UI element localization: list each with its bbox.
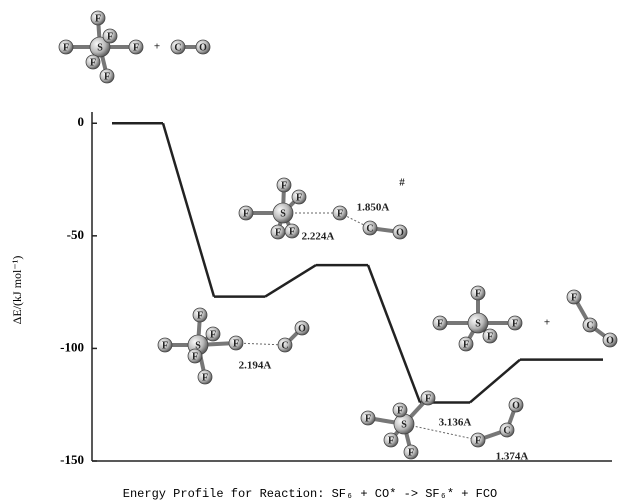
connector	[470, 360, 520, 403]
atom-label: O	[298, 323, 306, 334]
atom-label: C	[366, 223, 373, 234]
atom-label: F	[243, 208, 249, 219]
atom-label: F	[192, 351, 198, 362]
atom-label: F	[512, 318, 518, 329]
atom-label: O	[606, 335, 614, 346]
atom-label: F	[210, 329, 216, 340]
annotation: 3.136A	[439, 417, 472, 429]
atom-label: F	[133, 42, 139, 53]
atom-label: F	[202, 372, 208, 383]
atom-label: S	[475, 318, 481, 329]
atom-label: F	[90, 57, 96, 68]
atom-label: F	[107, 31, 113, 42]
annotation: 2.224A	[302, 231, 335, 243]
atom-label: F	[365, 413, 371, 424]
atom-label: O	[512, 400, 520, 411]
atom-label: F	[571, 292, 577, 303]
atom-label: F	[397, 405, 403, 416]
annotation: 2.194A	[239, 360, 272, 372]
atom-label: F	[63, 42, 69, 53]
connector	[368, 265, 420, 402]
atom-label: F	[233, 338, 239, 349]
annotation: 1.374A	[496, 451, 529, 463]
atom-label: F	[408, 447, 414, 458]
atom-label: F	[162, 340, 168, 351]
annotation: +	[544, 317, 550, 329]
connector	[265, 265, 316, 297]
annotation: +	[154, 41, 160, 53]
atom-label: F	[437, 318, 443, 329]
annotation: #	[399, 177, 405, 189]
chart: Energy Profile for Reaction: SF₆ + CO* -…	[0, 0, 618, 503]
atom-label: F	[425, 393, 431, 404]
atom-label: F	[281, 180, 287, 191]
atom-label: C	[174, 42, 181, 53]
atom-label: F	[475, 288, 481, 299]
atom-label: C	[281, 340, 288, 351]
y-tick-label: -50	[67, 227, 84, 242]
annotation: 1.850A	[357, 202, 390, 214]
atom-label: F	[104, 71, 110, 82]
atom-label: O	[199, 42, 207, 53]
atom-label: F	[197, 310, 203, 321]
atom-label: F	[337, 208, 343, 219]
atom-label: F	[95, 13, 101, 24]
atom-label: F	[475, 435, 481, 446]
atom-label: S	[97, 42, 103, 53]
atom-label: F	[275, 227, 281, 238]
atom-label: F	[388, 435, 394, 446]
atom-label: F	[487, 331, 493, 342]
atom-label: C	[586, 320, 593, 331]
atom-label: C	[503, 425, 510, 436]
atom-label: F	[296, 192, 302, 203]
y-axis-label: ΔE/(kJ mol⁻¹)	[10, 256, 24, 325]
atom-label: O	[396, 227, 404, 238]
y-tick-label: 0	[78, 114, 85, 129]
atom-label: S	[280, 208, 286, 219]
chart-title: Energy Profile for Reaction: SF₆ + CO* -…	[123, 487, 497, 501]
atom-label: F	[463, 339, 469, 350]
y-tick-label: -100	[60, 339, 84, 354]
y-tick-label: -150	[60, 452, 84, 467]
atom-label: S	[401, 419, 407, 430]
connector	[163, 123, 214, 296]
atom-label: F	[289, 226, 295, 237]
